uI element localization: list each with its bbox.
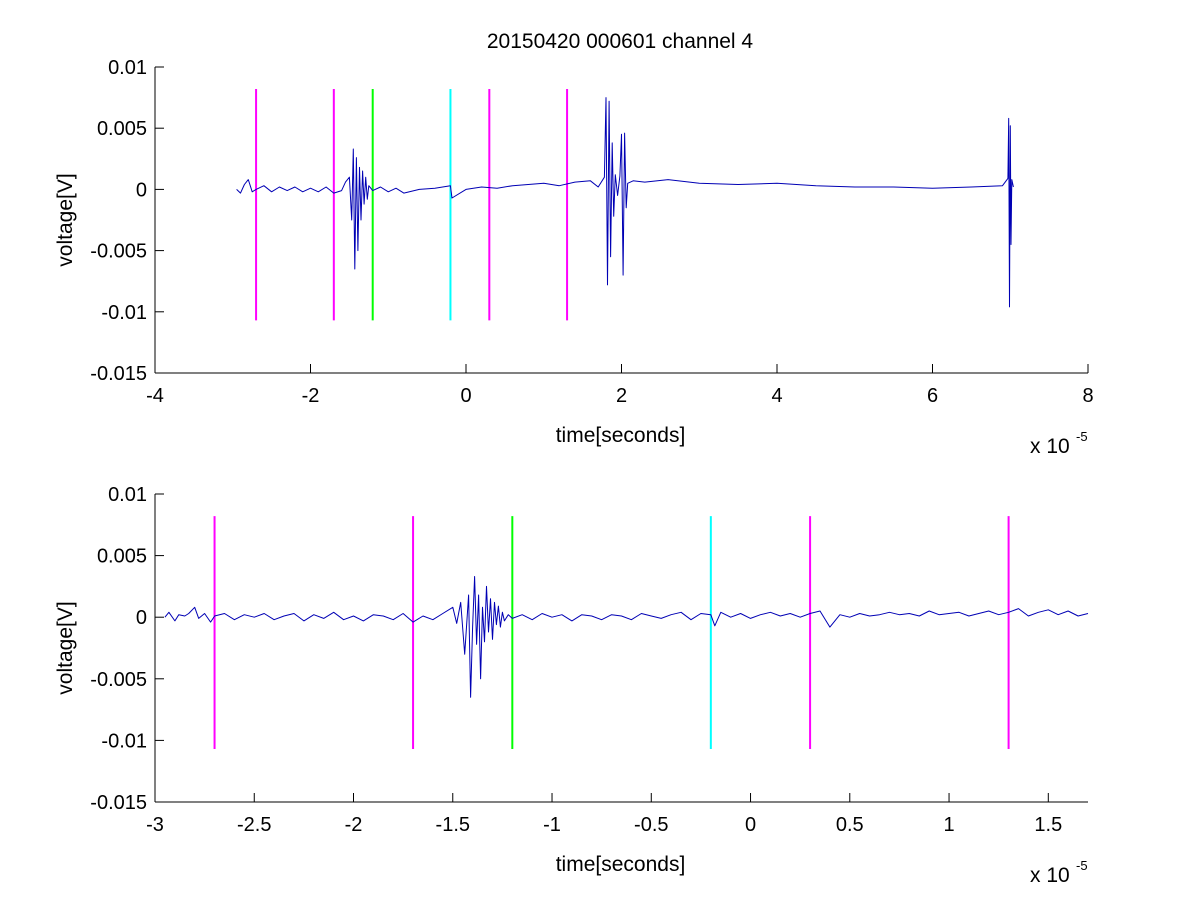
x-tick-label: 0	[460, 385, 471, 407]
y-axis-label: voltage[V]	[54, 173, 77, 266]
bottom-subplot: 0.01 0.005 0 -0.005 -0.01 -0.015-3 -2.5 -2 -1.5 -…	[54, 484, 1089, 887]
y-tick-label: 0.01	[108, 57, 147, 79]
voltage-trace	[236, 97, 1014, 308]
y-tick-label: 0.01	[108, 484, 147, 506]
x-tick-label: 1	[943, 814, 954, 836]
x-exponent-label: x 10	[1030, 435, 1070, 458]
y-tick-label: -0.005	[90, 241, 147, 263]
y-tick-label: -0.01	[101, 730, 147, 752]
x-exponent-label: x 10	[1030, 864, 1070, 887]
plot-title: 20150420 000601 channel 4	[487, 30, 754, 53]
x-tick-label: -3	[146, 814, 164, 836]
x-tick-label: -1.5	[436, 814, 470, 836]
x-tick-label: 0.5	[836, 814, 864, 836]
x-exponent-value: -5	[1076, 858, 1088, 873]
y-tick-label: -0.005	[90, 669, 147, 691]
x-tick-label: 0	[745, 814, 756, 836]
x-tick-label: -1	[543, 814, 561, 836]
y-tick-label: 0	[136, 179, 147, 201]
y-tick-label: 0.005	[97, 118, 147, 140]
x-tick-label: -2	[345, 814, 363, 836]
x-tick-label: 8	[1082, 385, 1093, 407]
y-tick-label: -0.015	[90, 363, 147, 385]
y-tick-label: 0	[136, 607, 147, 629]
x-tick-label: -0.5	[634, 814, 668, 836]
y-tick-label: 0.005	[97, 546, 147, 568]
x-axis-label: time[seconds]	[556, 424, 686, 447]
y-tick-label: -0.01	[101, 302, 147, 324]
y-tick-label: -0.015	[90, 792, 147, 814]
x-tick-label: 6	[927, 385, 938, 407]
x-tick-label: -2	[302, 385, 320, 407]
x-axis-label: time[seconds]	[556, 853, 686, 876]
y-axis-label: voltage[V]	[54, 601, 77, 694]
x-tick-label: -2.5	[237, 814, 271, 836]
x-tick-label: 4	[771, 385, 782, 407]
voltage-trace	[164, 576, 1089, 698]
top-subplot: 0.01 0.005 0 -0.005 -0.01 -0.015-4 -2 0 2 4 6 8 time…	[54, 57, 1094, 458]
x-tick-label: 1.5	[1034, 814, 1062, 836]
x-tick-label: -4	[146, 385, 164, 407]
x-tick-label: 2	[616, 385, 627, 407]
x-exponent-value: -5	[1076, 429, 1088, 444]
